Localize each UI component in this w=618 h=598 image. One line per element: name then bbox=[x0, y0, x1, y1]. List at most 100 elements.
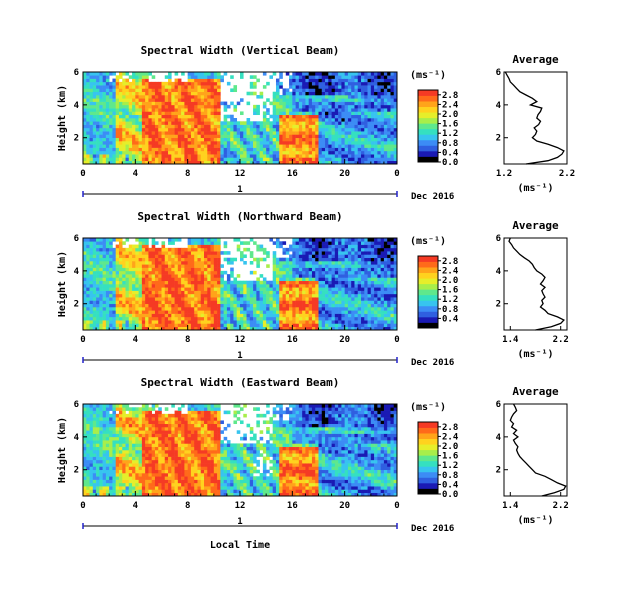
heatmap-cell bbox=[141, 284, 146, 288]
heatmap-cell bbox=[151, 277, 156, 282]
heatmap-cell bbox=[220, 137, 224, 142]
heatmap-cell bbox=[334, 81, 339, 86]
heatmap-cell bbox=[262, 323, 267, 328]
heatmap-cell bbox=[174, 261, 179, 265]
heatmap-cell bbox=[295, 101, 300, 106]
heatmap-cell bbox=[187, 160, 192, 165]
heatmap-cell bbox=[331, 284, 336, 288]
heatmap-cell bbox=[311, 297, 316, 301]
heatmap-cell bbox=[295, 287, 300, 291]
heatmap-cell bbox=[256, 150, 260, 155]
heatmap-cell bbox=[383, 241, 388, 245]
heatmap-cell bbox=[83, 297, 87, 301]
heatmap-cell bbox=[220, 326, 224, 331]
heatmap-cell bbox=[246, 154, 251, 158]
heatmap-cell bbox=[298, 147, 303, 152]
heatmap-cell bbox=[393, 144, 398, 148]
heatmap-cell bbox=[89, 127, 94, 132]
heatmap-cell bbox=[364, 81, 368, 86]
heatmap-cell bbox=[122, 141, 126, 145]
heatmap-cell bbox=[298, 160, 303, 165]
heatmap-cell bbox=[344, 141, 349, 145]
heatmap-cell bbox=[361, 104, 365, 109]
heatmap-cell bbox=[207, 320, 211, 324]
heatmap-cell bbox=[138, 320, 143, 324]
heatmap-cell bbox=[321, 310, 326, 314]
heatmap-cell bbox=[161, 313, 166, 318]
heatmap-cell bbox=[246, 303, 251, 308]
heatmap-cell bbox=[141, 326, 146, 331]
heatmap-cell bbox=[207, 261, 211, 265]
heatmap-cell bbox=[328, 284, 332, 288]
heatmap-cell bbox=[311, 254, 316, 259]
heatmap-cell bbox=[164, 316, 169, 321]
heatmap-cell bbox=[279, 261, 283, 265]
heatmap-cell bbox=[151, 238, 156, 242]
heatmap-cell bbox=[141, 316, 146, 321]
heatmap-cell bbox=[135, 150, 139, 155]
heatmap-cell bbox=[387, 81, 391, 86]
heatmap-cell bbox=[253, 134, 257, 139]
heatmap-cell bbox=[190, 121, 195, 125]
heatmap-cell bbox=[387, 303, 391, 308]
heatmap-cell bbox=[338, 72, 342, 76]
heatmap-cell bbox=[151, 313, 156, 318]
heatmap-cell bbox=[364, 264, 368, 268]
heatmap-cell bbox=[249, 310, 254, 314]
heatmap-cell bbox=[184, 307, 188, 311]
heatmap-cell bbox=[380, 297, 385, 301]
heatmap-cell bbox=[361, 88, 365, 93]
heatmap-cell bbox=[128, 98, 133, 102]
heatmap-cell bbox=[380, 144, 385, 148]
heatmap-cell bbox=[262, 141, 267, 145]
heatmap-cell bbox=[174, 313, 179, 318]
heatmap-cell bbox=[315, 264, 319, 268]
heatmap-cell bbox=[331, 124, 336, 129]
heatmap-cell bbox=[367, 157, 372, 162]
heatmap-cell bbox=[125, 316, 130, 321]
heatmap-cell bbox=[164, 91, 169, 96]
heatmap-cell bbox=[377, 310, 381, 314]
heatmap-cell bbox=[311, 124, 316, 129]
heatmap-cell bbox=[118, 141, 123, 145]
heatmap-cell bbox=[181, 147, 185, 152]
heatmap-cell bbox=[364, 244, 368, 249]
heatmap-cell bbox=[321, 147, 326, 152]
heatmap-cell bbox=[338, 141, 342, 145]
heatmap-cell bbox=[344, 254, 349, 259]
heatmap-cell bbox=[318, 261, 323, 265]
heatmap-cell bbox=[383, 134, 388, 139]
heatmap-cell bbox=[357, 277, 362, 282]
heatmap-cell bbox=[200, 247, 205, 252]
heatmap-cell bbox=[148, 293, 152, 298]
heatmap-cell bbox=[351, 154, 355, 158]
heatmap-cell bbox=[351, 287, 355, 291]
heatmap-cell bbox=[197, 95, 202, 99]
heatmap-cell bbox=[275, 141, 280, 145]
heatmap-cell bbox=[256, 160, 260, 165]
heatmap-cell bbox=[233, 257, 238, 262]
heatmap-cell bbox=[370, 261, 375, 265]
heatmap-cell bbox=[154, 297, 159, 301]
heatmap-cell bbox=[200, 111, 205, 116]
heatmap-cell bbox=[141, 131, 146, 135]
heatmap-cell bbox=[109, 101, 113, 106]
heatmap-cell bbox=[262, 277, 267, 282]
heatmap-cell bbox=[151, 326, 156, 331]
heatmap-cell bbox=[177, 264, 182, 268]
heatmap-cell bbox=[102, 257, 107, 262]
heatmap-cell bbox=[109, 326, 113, 331]
heatmap-cell bbox=[308, 121, 313, 125]
heatmap-cell bbox=[236, 300, 241, 305]
heatmap-cell bbox=[328, 75, 332, 79]
heatmap-cell bbox=[171, 277, 175, 282]
heatmap-cell bbox=[393, 134, 398, 139]
heatmap-cell bbox=[102, 287, 107, 291]
heatmap-cell bbox=[168, 293, 172, 298]
average-y-tick-label: 4 bbox=[496, 101, 502, 111]
heatmap-cell bbox=[272, 127, 277, 132]
heatmap-cell bbox=[83, 303, 87, 308]
colorbar-unit: (ms⁻¹) bbox=[410, 70, 446, 81]
heatmap-cell bbox=[380, 290, 385, 295]
heatmap-cell bbox=[128, 114, 133, 119]
